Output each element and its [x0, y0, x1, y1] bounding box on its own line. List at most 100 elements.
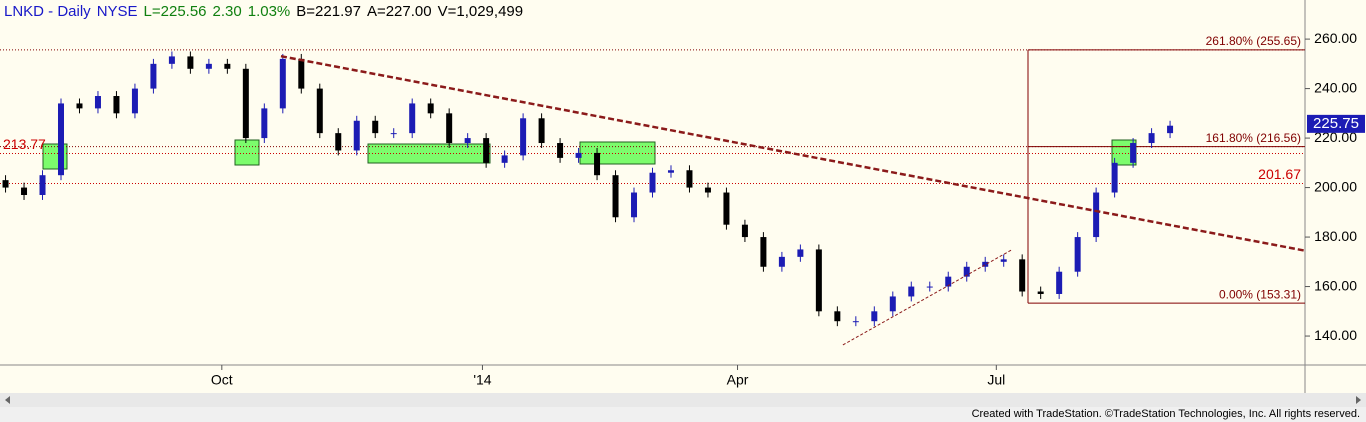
y-tick-label: 240.00 [1314, 79, 1357, 95]
trendline [842, 249, 1012, 346]
candle-body [1056, 271, 1063, 294]
candle-body [852, 321, 859, 323]
symbol: LNKD - Daily [4, 3, 91, 20]
footer: Created with TradeStation. ©TradeStation… [971, 408, 1360, 420]
x-tick-label: Oct [211, 372, 233, 388]
y-tick-label: 180.00 [1314, 228, 1357, 244]
candle-body [520, 118, 527, 156]
price-axis-area [1305, 0, 1366, 393]
candle-body [945, 276, 952, 287]
candle-body [2, 180, 9, 188]
candle-body [113, 96, 120, 114]
candle-body [483, 138, 490, 163]
y-tick-label: 160.00 [1314, 277, 1357, 293]
level-label: 0.00% (153.31) [1219, 287, 1301, 301]
last-price-label: 225.75 [1313, 115, 1359, 132]
y-tick-label: 140.00 [1314, 327, 1357, 343]
candle-body [409, 103, 416, 134]
level-label: 201.67 [1258, 166, 1301, 182]
candle-body [39, 175, 46, 195]
candle-body [797, 249, 804, 257]
candle-body [815, 249, 822, 312]
scroll-right[interactable] [1356, 396, 1361, 404]
candle-body [594, 152, 601, 176]
candle-body [834, 311, 841, 322]
header: LNKD - Daily NYSE L=225.56 2.30 1.03% B=221.9… [4, 3, 529, 20]
candle-body [57, 103, 64, 176]
y-tick-label: 260.00 [1314, 30, 1357, 46]
bid: B=221.97 [296, 3, 361, 20]
candle-body [1074, 237, 1081, 272]
candle-body [94, 96, 101, 109]
candle-body [131, 88, 138, 114]
change: 2.30 [212, 3, 242, 20]
candle-body [261, 108, 268, 139]
candle-body [926, 286, 933, 288]
candle-body [908, 286, 915, 297]
candle-body [205, 63, 212, 69]
candle-body [1148, 133, 1155, 144]
candle-body [649, 172, 656, 193]
chart: 140.00160.00180.00200.00220.00240.00260.… [0, 0, 1366, 393]
trendline [280, 54, 1306, 252]
candle-body [686, 170, 693, 188]
candle-body [298, 58, 305, 89]
level-label: 161.80% (216.56) [1206, 131, 1301, 145]
candle-body [1093, 192, 1100, 238]
volume: V=1,029,499 [437, 3, 524, 20]
candle-body [150, 63, 157, 89]
candle-body [741, 224, 748, 238]
candle-body [612, 175, 619, 218]
candle-body [889, 296, 896, 312]
highlight-box [234, 139, 260, 166]
x-tick-label: '14 [473, 372, 491, 388]
candle-body [557, 143, 564, 158]
candle-body [704, 187, 711, 193]
candle-body [464, 138, 471, 144]
candle-body [667, 170, 674, 173]
last-price-badge [1307, 114, 1365, 133]
candle-body [501, 155, 508, 163]
scrollbar[interactable] [0, 393, 1366, 407]
candle-body [316, 88, 323, 134]
candle-body [168, 56, 175, 64]
candle-body [187, 56, 194, 69]
change-pct: 1.03% [247, 3, 291, 20]
candle-body [982, 261, 989, 267]
candle-body [242, 68, 249, 139]
candle-body [353, 120, 360, 151]
candle-body [575, 152, 582, 158]
scroll-left[interactable] [5, 396, 10, 404]
candle-body [279, 58, 286, 109]
ask: A=227.00 [366, 3, 432, 20]
candle-body [372, 120, 379, 134]
x-tick-label: Apr [727, 372, 749, 388]
level-label: 261.80% (255.65) [1206, 34, 1301, 48]
candle-body [335, 133, 342, 151]
level-label: 213.77 [3, 136, 46, 152]
candle-body [1167, 125, 1174, 134]
candle-body [1000, 259, 1007, 262]
y-tick-label: 200.00 [1314, 178, 1357, 194]
candle-body [1037, 291, 1044, 294]
candle-body [427, 103, 434, 114]
date-axis-area [0, 365, 1305, 393]
candle-body [538, 118, 545, 144]
candle-body [871, 311, 878, 322]
candle-body [963, 266, 970, 277]
candle-body [390, 133, 397, 135]
last: L=225.56 [143, 3, 207, 20]
candle-body [21, 187, 28, 195]
x-tick-label: Jul [987, 372, 1005, 388]
candle-body [1130, 143, 1137, 163]
candle-body [1019, 259, 1026, 292]
candle-body [778, 256, 785, 267]
candle-body [760, 237, 767, 267]
scroll-track [0, 393, 1366, 407]
candle-body [76, 103, 83, 109]
candle-body [631, 192, 638, 218]
candle-body [446, 113, 453, 144]
candle-body [723, 192, 730, 225]
exchange: NYSE [96, 3, 138, 20]
